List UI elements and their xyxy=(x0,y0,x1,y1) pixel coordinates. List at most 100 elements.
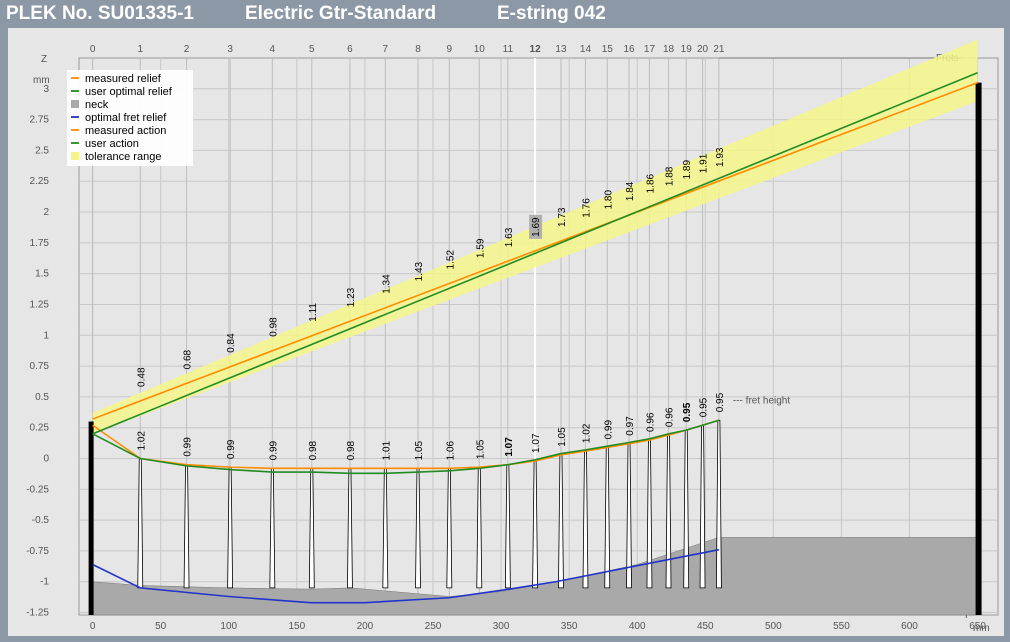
fret-height-label-group: 0.96 xyxy=(665,407,676,427)
action-label-group: 1.73 xyxy=(557,207,568,227)
action-label-group: 1.23 xyxy=(346,287,357,307)
action-label: 1.23 xyxy=(346,287,357,307)
y-axis-unit: mm xyxy=(33,75,50,86)
x-axis-label: Y xyxy=(963,610,970,621)
y-tick-label: -1 xyxy=(40,577,49,588)
fret-height-label: 0.99 xyxy=(603,420,614,440)
x-tick-label: 300 xyxy=(493,621,510,632)
action-label: 1.34 xyxy=(381,274,392,294)
y-tick-label: 2.75 xyxy=(30,115,50,126)
y-tick-label: 0 xyxy=(43,453,49,464)
fret-number: 2 xyxy=(184,44,190,55)
fret-height-label: 0.95 xyxy=(715,392,726,412)
fret-number: 11 xyxy=(503,44,514,55)
fret-height-label-group: 0.98 xyxy=(308,440,319,460)
action-label-group: 1.11 xyxy=(308,303,319,322)
legend-box xyxy=(67,70,193,166)
action-label-group: 1.88 xyxy=(665,166,676,186)
fret-number: 6 xyxy=(347,44,353,55)
title-bar: PLEK No. SU01335-1 Electric Gtr-Standard… xyxy=(0,0,1010,28)
action-label-group: 1.86 xyxy=(645,173,656,193)
fret-height-label-group: 1.05 xyxy=(557,427,568,447)
fret-height-label: 1.06 xyxy=(445,440,456,460)
fret-height-label: 1.05 xyxy=(414,440,425,460)
action-label: 1.91 xyxy=(699,153,710,173)
fret-height-label: 0.99 xyxy=(183,437,194,457)
x-axis-unit: mm xyxy=(973,623,990,634)
action-label-group: 0.68 xyxy=(183,349,194,369)
x-tick-label: 650 xyxy=(969,621,986,632)
action-label: 1.43 xyxy=(414,261,425,281)
string-name: E-string 042 xyxy=(497,3,606,24)
x-tick-label: 500 xyxy=(765,621,782,632)
action-label: 0.48 xyxy=(136,367,147,387)
fret-height-label-group: 1.02 xyxy=(136,431,147,451)
action-label: 0.68 xyxy=(183,349,194,369)
x-tick-label: 350 xyxy=(561,621,578,632)
y-tick-label: 1.75 xyxy=(30,238,50,249)
fret-height-label-group: 0.99 xyxy=(183,437,194,457)
legend-swatch xyxy=(71,152,79,160)
fret-height-label-group: 0.99 xyxy=(226,439,237,459)
action-label-group: 1.63 xyxy=(504,227,515,247)
fret-height-label: 1.01 xyxy=(381,440,392,460)
fret-height-label-group: 0.98 xyxy=(346,440,357,460)
legend-label: user optimal relief xyxy=(85,86,173,98)
action-label: 1.11 xyxy=(308,303,319,322)
fret-number: 16 xyxy=(623,44,635,55)
fret-height-label-group: 1.05 xyxy=(414,440,425,460)
series-line-measured-action xyxy=(92,81,978,420)
action-label-group: 1.52 xyxy=(445,250,456,270)
fret-height-label-group: 1.07 xyxy=(504,437,515,457)
fret-number: 18 xyxy=(663,44,675,55)
action-label-group: 1.34 xyxy=(381,274,392,294)
x-tick-label: 550 xyxy=(833,621,850,632)
x-tick-label: 100 xyxy=(220,621,237,632)
action-label-group: 1.89 xyxy=(682,160,693,180)
action-label: 1.73 xyxy=(557,207,568,227)
fret-number: 19 xyxy=(681,44,693,55)
fret-height-label: 0.98 xyxy=(308,440,319,460)
fret-height-label: 1.05 xyxy=(475,439,486,459)
fret-height-label: 1.07 xyxy=(504,437,515,457)
y-tick-label: -0.25 xyxy=(26,484,49,495)
fret-height-label: 1.07 xyxy=(531,433,542,453)
action-label: 1.89 xyxy=(682,160,693,180)
action-label: 1.69 xyxy=(531,217,542,237)
legend-label: measured action xyxy=(85,125,166,137)
action-label-group: 1.91 xyxy=(699,153,710,173)
fret-height-label-group: 0.95 xyxy=(699,397,710,417)
action-label-group: 0.48 xyxy=(136,367,147,387)
action-label: 1.52 xyxy=(445,250,456,270)
action-label: 1.76 xyxy=(581,198,592,218)
fret-height-label: 0.96 xyxy=(645,412,656,432)
y-tick-label: 1 xyxy=(43,330,49,341)
fret-height-label: 1.02 xyxy=(136,431,147,451)
fret-number: 8 xyxy=(415,44,421,55)
y-tick-label: 2.25 xyxy=(30,176,50,187)
fret-number: 10 xyxy=(474,44,486,55)
fret-number: 21 xyxy=(713,44,725,55)
x-tick-label: 450 xyxy=(697,621,714,632)
fret-height-label-group: 0.95 xyxy=(682,402,693,422)
legend-swatch xyxy=(71,100,79,108)
x-tick-label: 150 xyxy=(288,621,305,632)
plek-chart: 3 2.75 2.5 2.25 2 1.75 1.5 1.25 1 0.75 0.5 0.25 0 -0.… xyxy=(26,39,999,634)
fret-height-label: 0.99 xyxy=(268,440,279,460)
plek-number: PLEK No. SU01335-1 xyxy=(6,3,194,24)
y-tick-label: 0.75 xyxy=(30,361,50,372)
fret-height-label-group: 1.05 xyxy=(475,439,486,459)
fret-height-label-group: 1.01 xyxy=(381,440,392,460)
series-line-user-action xyxy=(92,72,978,435)
fret-height-label-group: 1.06 xyxy=(445,440,456,460)
action-label-group: 0.98 xyxy=(268,317,279,337)
y-tick-label: -0.5 xyxy=(32,515,50,526)
action-label: 1.86 xyxy=(645,173,656,193)
y-tick-label: 3 xyxy=(43,84,49,95)
chart-panel: 3 2.75 2.5 2.25 2 1.75 1.5 1.25 1 0.75 0.5 0.25 0 -0.… xyxy=(8,28,1004,636)
fret-height-label-group: 0.99 xyxy=(268,440,279,460)
fret-number: 7 xyxy=(383,44,389,55)
action-label-group: 1.84 xyxy=(625,181,636,201)
y-tick-label: 2 xyxy=(43,207,49,218)
